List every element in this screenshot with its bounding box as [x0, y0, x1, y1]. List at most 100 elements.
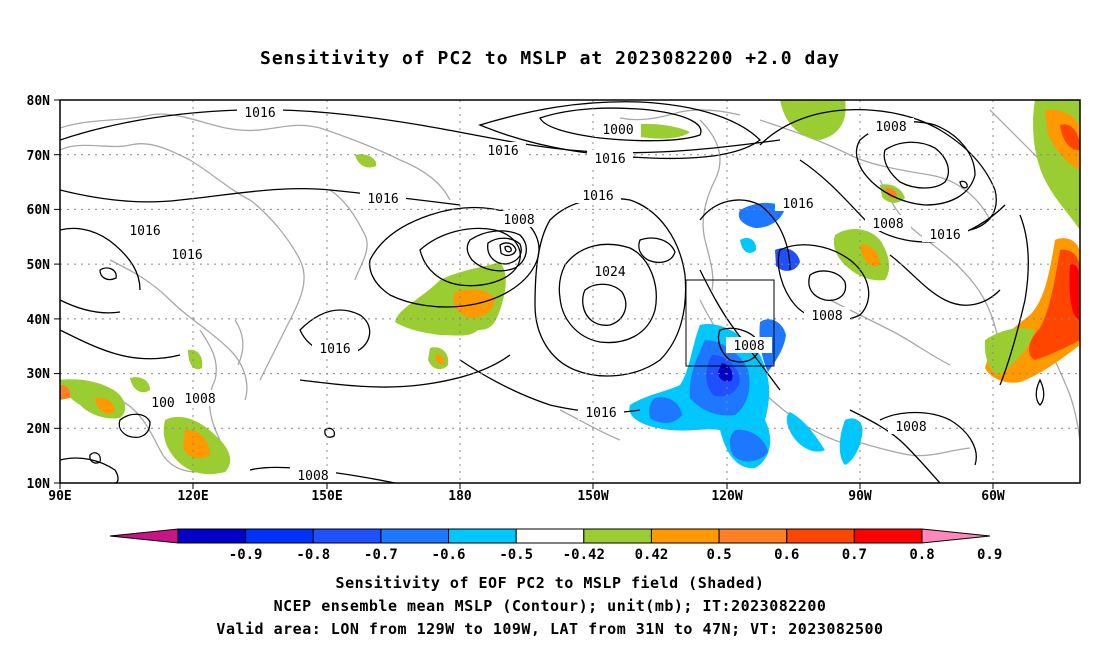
svg-text:1008: 1008 [297, 469, 328, 484]
svg-text:1016: 1016 [929, 228, 960, 243]
lat-label: 10N [27, 477, 51, 492]
colorbar-segment [177, 528, 247, 544]
contour-label: 1008 [868, 118, 914, 135]
contour-label: 1016 [237, 104, 283, 121]
colorbar-label: -0.7 [364, 547, 398, 563]
svg-text:1016: 1016 [244, 106, 275, 121]
contour-labels: 1016 1016 1016 1016 1016 1016 1016 1016 … [122, 104, 968, 484]
svg-text:1016: 1016 [129, 224, 160, 239]
tick-marks [54, 99, 994, 489]
map-frame [59, 99, 1081, 484]
lon-label: 150E [311, 489, 342, 504]
colorbar-label: 0.42 [635, 547, 669, 563]
lon-label: 120E [177, 489, 208, 504]
svg-text:1008: 1008 [875, 120, 906, 135]
svg-text:1008: 1008 [733, 339, 764, 354]
colorbar: -0.9 -0.8 -0.7 -0.6 -0.5 -0.42 0.42 0.5 0.6 0.7 0.… [109, 528, 1002, 563]
svg-text:1008: 1008 [184, 392, 215, 407]
contour-label: 1016 [575, 187, 621, 204]
colorbar-label: -0.5 [499, 547, 533, 563]
colorbar-label: 0.9 [977, 547, 1002, 563]
valid-area-box [685, 279, 775, 367]
svg-text:1008: 1008 [503, 213, 534, 228]
contour-label: 100 [145, 394, 181, 411]
lon-label: 90W [848, 489, 872, 504]
colorbar-segment [380, 528, 450, 544]
svg-text:1024: 1024 [594, 265, 625, 280]
caption-line-3: Valid area: LON from 129W to 109W, LAT f… [216, 620, 884, 638]
map-title: Sensitivity of PC2 to MSLP at 2023082200… [259, 48, 840, 69]
colorbar-segment [650, 528, 720, 544]
svg-text:100: 100 [151, 396, 174, 411]
caption-line-1: Sensitivity of EOF PC2 to MSLP field (Sh… [335, 574, 765, 592]
colorbar-segment [718, 528, 788, 544]
lon-label: 60W [981, 489, 1005, 504]
colorbar-segment [786, 528, 855, 544]
svg-text:1016: 1016 [367, 192, 398, 207]
lon-label: 180 [448, 489, 472, 504]
contour-label: 1016 [480, 142, 526, 159]
svg-text:1016: 1016 [487, 144, 518, 159]
contour-label: 1016 [775, 195, 821, 212]
sensitivity-shading [60, 100, 1080, 475]
svg-text:1016: 1016 [594, 152, 625, 167]
svg-text:1008: 1008 [811, 309, 842, 324]
contour-label: 1016 [164, 246, 210, 263]
contour-label: 1016 [360, 190, 406, 207]
colorbar-segment [583, 528, 652, 544]
colorbar-label: -0.42 [563, 547, 605, 563]
svg-text:1016: 1016 [585, 406, 616, 421]
contour-label: 1008 [865, 215, 911, 232]
svg-text:1008: 1008 [895, 420, 926, 435]
mslp-contours [60, 101, 1045, 483]
contour-label: 1008 [177, 390, 223, 407]
contour-label: 1016 [587, 150, 633, 167]
contour-label: 1024 [587, 263, 633, 280]
svg-text:1016: 1016 [782, 197, 813, 212]
svg-text:1000: 1000 [602, 123, 633, 138]
svg-text:1016: 1016 [171, 248, 202, 263]
lat-label: 50N [27, 258, 51, 273]
lat-label: 70N [27, 149, 51, 164]
contour-label: 1008 [726, 337, 772, 354]
colorbar-segment [312, 528, 382, 544]
lat-label: 20N [27, 422, 51, 437]
lat-label: 80N [27, 94, 51, 109]
colorbar-segment [853, 528, 923, 544]
lon-label: 150W [577, 489, 608, 504]
contour-label: 1016 [578, 404, 624, 421]
lon-label: 90E [48, 489, 71, 504]
latitude-labels: 80N 70N 60N 50N 40N 30N 20N 10N [27, 94, 51, 492]
lon-label: 120W [711, 489, 742, 504]
lat-label: 40N [27, 313, 51, 328]
colorbar-segment [245, 528, 314, 544]
colorbar-segment [448, 528, 517, 544]
colorbar-label: 0.6 [774, 547, 799, 563]
contour-label: 1016 [122, 222, 168, 239]
lat-label: 30N [27, 367, 51, 382]
colorbar-segment [515, 528, 585, 544]
longitude-labels: 90E 120E 150E 180 150W 120W 90W 60W [48, 489, 1005, 504]
lat-label: 60N [27, 203, 51, 218]
caption-line-2: NCEP ensemble mean MSLP (Contour); unit(… [273, 597, 827, 615]
colorbar-segment [109, 528, 179, 544]
svg-text:1016: 1016 [319, 342, 350, 357]
colorbar-label: 0.7 [842, 547, 867, 563]
svg-text:1008: 1008 [872, 217, 903, 232]
contour-label: 1008 [496, 211, 542, 228]
svg-text:1016: 1016 [582, 189, 613, 204]
contour-label: 1016 [312, 340, 358, 357]
contour-label: 1008 [804, 307, 850, 324]
colorbar-label: 0.8 [909, 547, 934, 563]
colorbar-label: 0.5 [706, 547, 731, 563]
contour-label: 1000 [595, 121, 641, 138]
colorbar-segment [921, 528, 991, 544]
colorbar-label: -0.6 [432, 547, 466, 563]
colorbar-label: -0.9 [229, 547, 263, 563]
colorbar-label: -0.8 [296, 547, 330, 563]
contour-label: 1008 [888, 418, 934, 435]
contour-label: 1016 [922, 226, 968, 243]
contour-label: 1008 [290, 467, 336, 484]
